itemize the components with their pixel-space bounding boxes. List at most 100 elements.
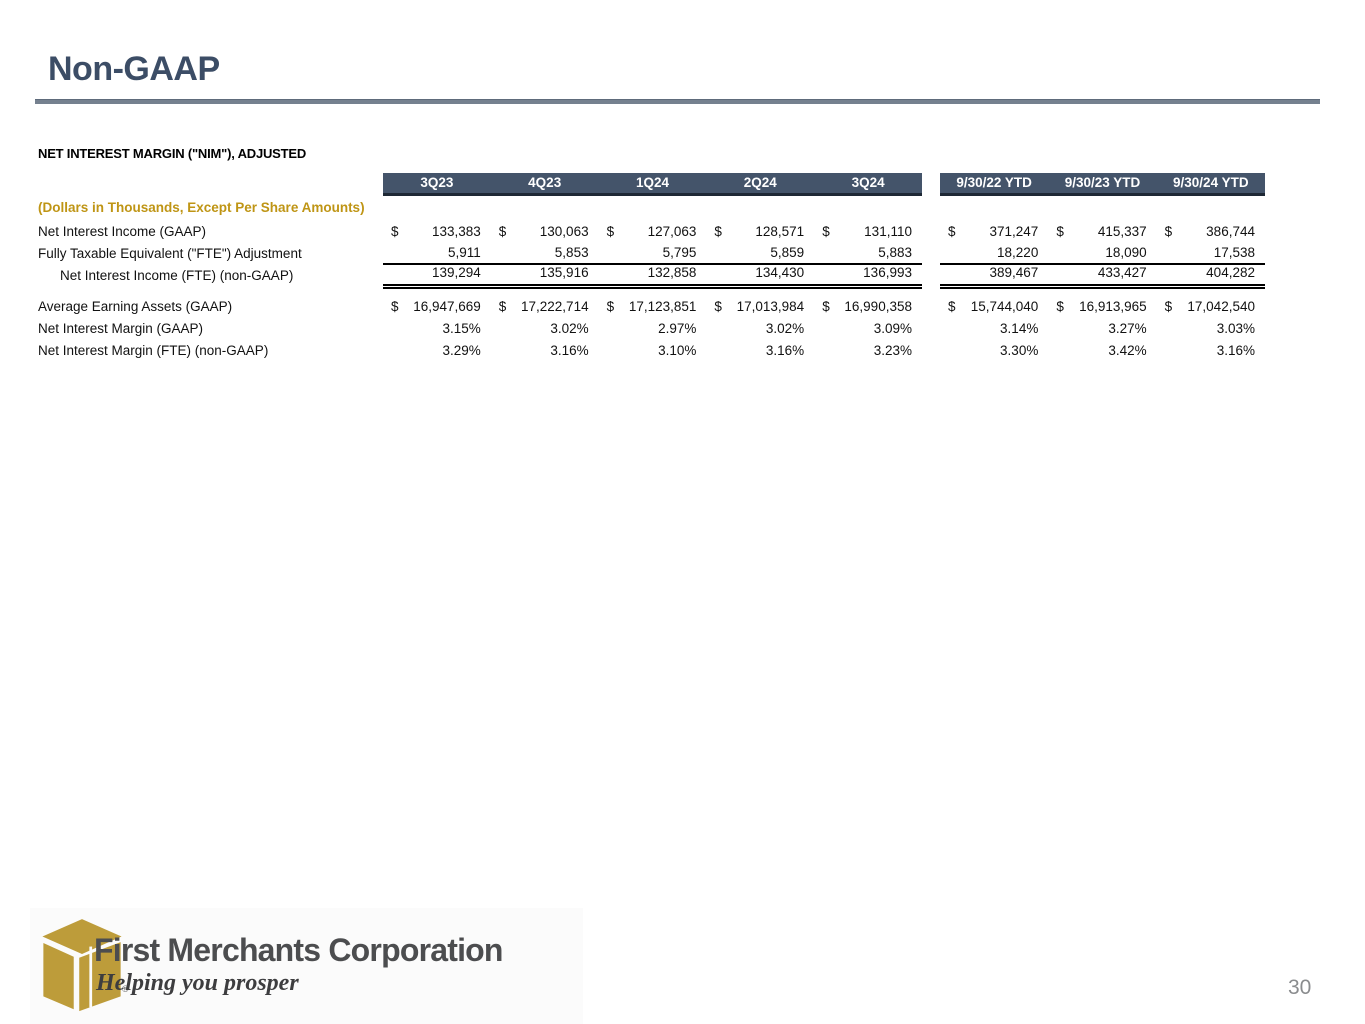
- cell-value: 5,859: [770, 244, 805, 260]
- quarter-header-band: 3Q23 4Q23 1Q24 2Q24 3Q24: [383, 172, 922, 196]
- table-row: Net Interest Income (FTE) (non-GAAP) 139,…: [38, 262, 1266, 289]
- value-cell: 139,294: [383, 262, 491, 284]
- table-section-title: NET INTEREST MARGIN ("NIM"), ADJUSTED: [38, 146, 307, 161]
- cell-value: 5,853: [554, 244, 589, 260]
- cell-value: 5,795: [662, 244, 697, 260]
- page-title: Non-GAAP: [48, 50, 220, 88]
- cell-value: 139,294: [431, 265, 481, 280]
- nim-adjusted-table: 3Q23 4Q23 1Q24 2Q24 3Q24 9/30/22 YTD 9/30/23 …: [38, 172, 1266, 361]
- cell-value: 371,247: [989, 223, 1039, 239]
- cell-value: 3.16%: [1216, 342, 1255, 358]
- dollar-sign: $: [822, 298, 830, 314]
- value-cell: 404,282: [1157, 262, 1265, 284]
- cell-value: 128,571: [755, 223, 805, 239]
- dollar-sign: $: [948, 298, 956, 314]
- table-row: Net Interest Income (GAAP) $133,383 $130,0…: [38, 220, 1266, 242]
- value-cell: 3.10%: [599, 339, 707, 361]
- table-row: Net Interest Margin (GAAP) 3.15% 3.02% 2.97…: [38, 317, 1266, 339]
- value-cell: $415,337: [1048, 220, 1156, 242]
- table-row: Net Interest Margin (FTE) (non-GAAP) 3.29…: [38, 339, 1266, 361]
- column-header: 4Q23: [528, 174, 562, 190]
- dollar-sign: $: [391, 223, 399, 239]
- quarter-values-group: 3.29% 3.16% 3.10% 3.16% 3.23%: [383, 339, 922, 361]
- value-cell: $17,042,540: [1157, 295, 1265, 317]
- value-cell: 3.27%: [1048, 317, 1156, 339]
- column-header: 3Q24: [851, 174, 885, 190]
- value-cell: 136,993: [814, 262, 922, 284]
- cell-value: 3.27%: [1108, 320, 1147, 336]
- row-label: Net Interest Margin (GAAP): [38, 320, 204, 336]
- dollar-sign: $: [714, 223, 722, 239]
- value-cell: 18,090: [1048, 241, 1156, 263]
- table-row: Average Earning Assets (GAAP) $16,947,669…: [38, 295, 1266, 317]
- table-header-row: 3Q23 4Q23 1Q24 2Q24 3Q24 9/30/22 YTD 9/30/23 …: [38, 172, 1266, 196]
- cell-value: 3.09%: [873, 320, 912, 336]
- cell-value: 3.23%: [873, 342, 912, 358]
- cell-value: 5,883: [878, 244, 912, 260]
- quarter-values-group: $133,383 $130,063 $127,063 $128,571 $131,110: [383, 220, 922, 242]
- value-cell: 18,220: [940, 241, 1048, 263]
- row-label: Average Earning Assets (GAAP): [38, 298, 233, 314]
- row-label: Net Interest Income (FTE) (non-GAAP): [60, 267, 294, 283]
- value-cell: 3.03%: [1157, 317, 1265, 339]
- ytd-values-group: $15,744,040 $16,913,965 $17,042,540: [940, 295, 1265, 317]
- value-cell: 5,853: [491, 241, 599, 263]
- units-note-row: (Dollars in Thousands, Except Per Share …: [38, 194, 1266, 220]
- column-header: 9/30/23 YTD: [1064, 174, 1141, 190]
- value-cell: 3.14%: [940, 317, 1048, 339]
- quarter-values-group: $16,947,669 $17,222,714 $17,123,851 $17,013…: [383, 295, 922, 317]
- value-cell: 433,427: [1048, 262, 1156, 284]
- table-row: Fully Taxable Equivalent ("FTE") Adjustm…: [38, 241, 1266, 265]
- cell-value: 3.10%: [658, 342, 697, 358]
- value-cell: 2.97%: [599, 317, 707, 339]
- company-logo: ® First Merchants Corporation Helping yo…: [30, 908, 583, 1024]
- dollar-sign: $: [1056, 223, 1064, 239]
- cell-value: 3.16%: [550, 342, 589, 358]
- cell-value: 3.02%: [550, 320, 589, 336]
- dollar-sign: $: [822, 223, 830, 239]
- value-cell: 5,911: [383, 241, 491, 263]
- row-label: Net Interest Margin (FTE) (non-GAAP): [38, 342, 269, 358]
- value-cell: $386,744: [1157, 220, 1265, 242]
- ytd-values-group: $371,247 $415,337 $386,744: [940, 220, 1265, 242]
- value-cell: 3.02%: [491, 317, 599, 339]
- title-divider: [35, 99, 1320, 104]
- cell-value: 136,993: [863, 265, 912, 280]
- table-body: Net Interest Income (GAAP) $133,383 $130,0…: [38, 220, 1266, 361]
- value-cell: $17,123,851: [599, 295, 707, 317]
- cell-value: 17,013,984: [736, 298, 805, 314]
- value-cell: 5,795: [599, 241, 707, 263]
- dollar-sign: $: [498, 298, 507, 314]
- value-cell: $127,063: [599, 220, 707, 242]
- value-cell: 3.23%: [814, 339, 922, 361]
- value-cell: 3.09%: [814, 317, 922, 339]
- cell-value: 3.02%: [765, 320, 805, 336]
- ytd-values-group: 3.14% 3.27% 3.03%: [940, 317, 1265, 339]
- value-cell: $130,063: [491, 220, 599, 242]
- value-cell: $16,913,965: [1048, 295, 1156, 317]
- column-header: 9/30/22 YTD: [956, 174, 1032, 190]
- cell-value: 127,063: [647, 223, 697, 239]
- value-cell: $16,947,669: [383, 295, 491, 317]
- quarter-values-group: 3.15% 3.02% 2.97% 3.02% 3.09%: [383, 317, 922, 339]
- cell-value: 15,744,040: [970, 298, 1039, 314]
- value-cell: 3.30%: [940, 339, 1048, 361]
- value-cell: 3.02%: [706, 317, 814, 339]
- ytd-header-band: 9/30/22 YTD 9/30/23 YTD 9/30/24 YTD: [940, 172, 1265, 196]
- units-note: (Dollars in Thousands, Except Per Share …: [38, 199, 365, 215]
- value-cell: $16,990,358: [814, 295, 922, 317]
- cell-value: 3.30%: [1000, 342, 1039, 358]
- logo-cube-icon: [42, 919, 122, 1012]
- cell-value: 16,913,965: [1079, 298, 1147, 314]
- value-cell: 3.29%: [383, 339, 491, 361]
- column-header: 1Q24: [635, 174, 669, 190]
- cell-value: 5,911: [448, 244, 481, 260]
- cell-value: 18,090: [1105, 244, 1147, 260]
- dollar-sign: $: [714, 298, 722, 314]
- cell-value: 132,858: [647, 265, 697, 280]
- cell-value: 3.14%: [1000, 320, 1039, 336]
- cell-value: 389,467: [989, 265, 1039, 280]
- cell-value: 404,282: [1206, 265, 1255, 280]
- dollar-sign: $: [948, 223, 956, 239]
